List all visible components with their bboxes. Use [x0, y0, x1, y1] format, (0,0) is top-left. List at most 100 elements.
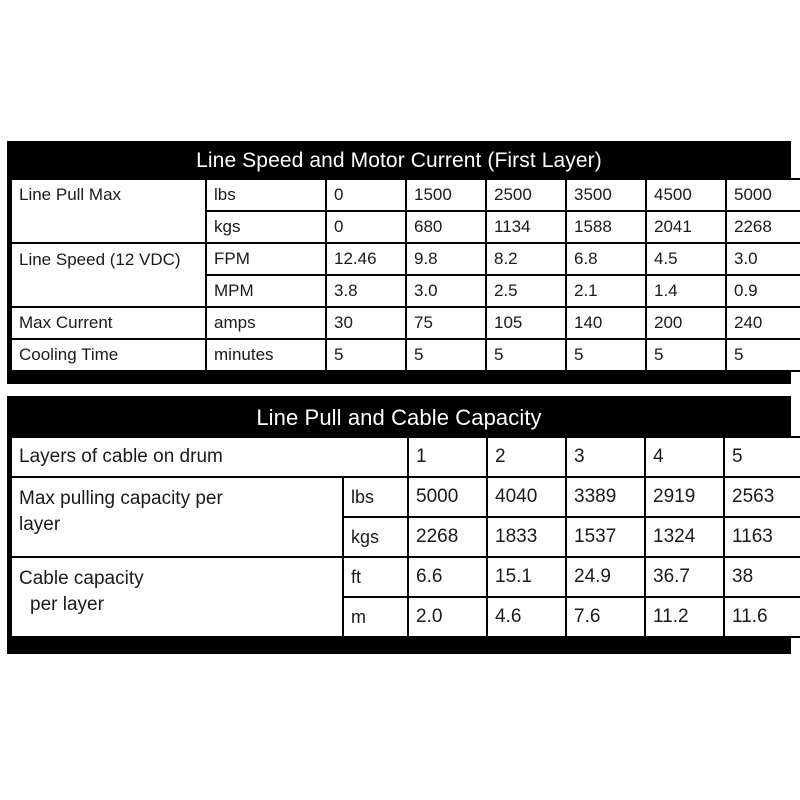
data-cell: 240 — [727, 308, 800, 338]
layer-header-cell: 4 — [646, 438, 723, 476]
data-cell: 4.6 — [488, 598, 565, 636]
data-cell: 680 — [407, 212, 485, 242]
data-cell: 105 — [487, 308, 565, 338]
data-cell: 30 — [327, 308, 405, 338]
data-cell: 1134 — [487, 212, 565, 242]
data-cell: 0.9 — [727, 276, 800, 306]
data-cell: 3500 — [567, 180, 645, 210]
data-cell: 2268 — [409, 518, 486, 556]
data-cell: 1500 — [407, 180, 485, 210]
data-cell: 1.4 — [647, 276, 725, 306]
data-cell: 36.7 — [646, 558, 723, 596]
row-label-line-speed-text: Line Speed (12 VDC) — [19, 250, 181, 269]
data-cell: 11.6 — [725, 598, 800, 636]
data-cell: 6.8 — [567, 244, 645, 274]
data-cell: 2563 — [725, 478, 800, 516]
data-cell: 5 — [407, 340, 485, 370]
data-cell: 2919 — [646, 478, 723, 516]
unit-cell-mpm: MPM — [207, 276, 325, 306]
data-cell: 7.6 — [567, 598, 644, 636]
data-cell: 3.8 — [327, 276, 405, 306]
data-cell: 5 — [327, 340, 405, 370]
layer-header-cell: 1 — [409, 438, 486, 476]
data-cell: 12.46 — [327, 244, 405, 274]
row-label-layers-of-cable: Layers of cable on drum — [12, 438, 407, 476]
unit-cell-m: m — [344, 598, 407, 636]
data-cell: 5 — [567, 340, 645, 370]
line-pull-table-title: Line Pull and Cable Capacity — [10, 399, 788, 436]
row-label-line-pull-max: Line Pull Max — [12, 180, 205, 242]
data-cell: 200 — [647, 308, 725, 338]
data-cell: 2500 — [487, 180, 565, 210]
row-label-line-2: per layer — [30, 593, 104, 615]
data-cell: 4.5 — [647, 244, 725, 274]
data-cell: 0 — [327, 212, 405, 242]
data-cell: 5000 — [409, 478, 486, 516]
table-row: kgs 2268 1833 1537 1324 1163 — [12, 518, 800, 556]
line-speed-grid: Line Pull Max lbs 0 1500 2500 3500 4500 … — [10, 178, 800, 372]
row-label-max-current: Max Current — [12, 308, 205, 338]
table-row: Max Current amps 30 75 105 140 200 240 — [12, 308, 800, 338]
data-cell: 1588 — [567, 212, 645, 242]
row-label-line-1: Cable capacity — [19, 568, 144, 589]
data-cell: 5000 — [727, 180, 800, 210]
line-speed-table-title: Line Speed and Motor Current (First Laye… — [10, 144, 788, 178]
data-cell: 2.1 — [567, 276, 645, 306]
data-cell: 1833 — [488, 518, 565, 556]
data-cell: 5 — [487, 340, 565, 370]
data-cell: 140 — [567, 308, 645, 338]
table-row: Cooling Time minutes 5 5 5 5 5 5 — [12, 340, 800, 370]
row-label-cable-capacity: Cable capacity per layer — [12, 558, 342, 636]
unit-cell-amps: amps — [207, 308, 325, 338]
unit-cell-kgs: kgs — [344, 518, 407, 556]
data-cell: 0 — [327, 180, 405, 210]
data-cell: 6.6 — [409, 558, 486, 596]
unit-cell-lbs: lbs — [207, 180, 325, 210]
unit-cell-fpm: FPM — [207, 244, 325, 274]
data-cell: 2.5 — [487, 276, 565, 306]
data-cell: 15.1 — [488, 558, 565, 596]
data-cell: 2041 — [647, 212, 725, 242]
table-row: Line Pull Max lbs 0 1500 2500 3500 4500 … — [12, 180, 800, 242]
line-pull-table: Line Pull and Cable Capacity Layers of c… — [7, 396, 800, 654]
data-cell: 4500 — [647, 180, 725, 210]
table-row: kgs 0 680 1134 1588 2041 2268 — [12, 212, 800, 242]
unit-cell-lbs: lbs — [344, 478, 407, 516]
table-row: Max pulling capacity per layer lbs 5000 … — [12, 478, 800, 556]
data-cell: 3.0 — [407, 276, 485, 306]
table-row: Cable capacity per layer ft 6.6 15.1 24.… — [12, 558, 800, 636]
data-cell: 4040 — [488, 478, 565, 516]
data-cell: 3.0 — [727, 244, 800, 274]
data-cell: 1537 — [567, 518, 644, 556]
row-label-line-2: layer — [19, 513, 61, 535]
row-label-line-speed: Line Speed (12 VDC) — [12, 244, 205, 306]
line-speed-table: Line Speed and Motor Current (First Laye… — [7, 141, 800, 384]
data-cell: 38 — [725, 558, 800, 596]
data-cell: 5 — [727, 340, 800, 370]
data-cell: 1163 — [725, 518, 800, 556]
row-label-line-1: Max pulling capacity per — [19, 488, 223, 509]
table-row: Layers of cable on drum 1 2 3 4 5 — [12, 438, 800, 476]
table-row: MPM 3.8 3.0 2.5 2.1 1.4 0.9 — [12, 276, 800, 306]
row-label-cooling-time: Cooling Time — [12, 340, 205, 370]
data-cell: 9.8 — [407, 244, 485, 274]
data-cell: 3389 — [567, 478, 644, 516]
data-cell: 8.2 — [487, 244, 565, 274]
unit-cell-ft: ft — [344, 558, 407, 596]
layer-header-cell: 5 — [725, 438, 800, 476]
layer-header-cell: 2 — [488, 438, 565, 476]
data-cell: 1324 — [646, 518, 723, 556]
line-pull-grid: Layers of cable on drum 1 2 3 4 5 Max pu… — [10, 436, 800, 638]
table-row: m 2.0 4.6 7.6 11.2 11.6 — [12, 598, 800, 636]
data-cell: 2268 — [727, 212, 800, 242]
data-cell: 11.2 — [646, 598, 723, 636]
layer-header-cell: 3 — [567, 438, 644, 476]
data-cell: 2.0 — [409, 598, 486, 636]
data-cell: 24.9 — [567, 558, 644, 596]
unit-cell-minutes: minutes — [207, 340, 325, 370]
row-label-max-pulling-capacity: Max pulling capacity per layer — [12, 478, 342, 556]
data-cell: 5 — [647, 340, 725, 370]
data-cell: 75 — [407, 308, 485, 338]
unit-cell-kgs: kgs — [207, 212, 325, 242]
